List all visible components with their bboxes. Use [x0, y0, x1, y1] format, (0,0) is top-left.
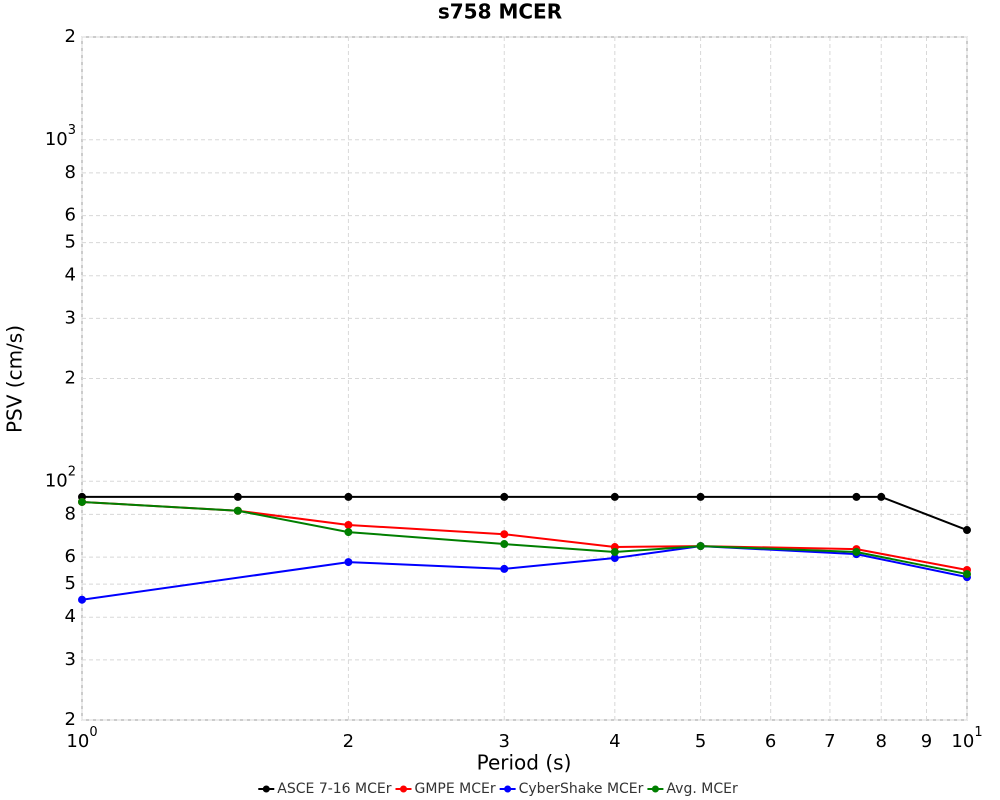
data-point [500, 492, 509, 501]
y-tick-label: 2 [65, 26, 76, 47]
x-tick-label: 100 [66, 725, 97, 753]
legend-item: GMPE MCEr [395, 781, 496, 797]
y-tick-label: 4 [65, 265, 76, 286]
legend-label: ASCE 7-16 MCEr [277, 781, 391, 797]
y-tick-label: 6 [65, 205, 76, 226]
series-line [81, 500, 968, 571]
data-point [610, 492, 619, 501]
x-tick-label: 9 [921, 731, 932, 752]
legend-item: ASCE 7-16 MCEr [258, 781, 392, 797]
y-tick-label: 5 [65, 232, 76, 253]
x-tick-label: 5 [695, 731, 706, 752]
data-point [344, 558, 353, 567]
x-tick-label: 3 [499, 731, 510, 752]
x-tick-label: 101 [951, 725, 982, 753]
data-point [344, 528, 353, 537]
x-tick-label: 2 [343, 731, 354, 752]
data-point [233, 492, 242, 501]
legend-marker [400, 785, 407, 793]
y-tick-label: 8 [65, 162, 76, 183]
data-point [877, 492, 886, 501]
x-tick-label: 6 [765, 731, 776, 752]
data-point [500, 564, 509, 573]
series-line [81, 500, 968, 576]
y-tick-label: 102 [45, 464, 76, 492]
data-point [233, 506, 242, 515]
grid [81, 36, 968, 721]
y-tick-label: 3 [65, 649, 76, 670]
legend-marker [651, 785, 659, 793]
y-axis-label: PSV (cm/s) [3, 325, 27, 433]
x-axis-label: Period (s) [477, 751, 572, 775]
y-tick-label: 5 [65, 573, 76, 594]
y-tick-label: 4 [65, 606, 76, 627]
y-tick-label: 2 [65, 368, 76, 389]
data-point [344, 520, 353, 529]
y-tick-label: 3 [65, 307, 76, 328]
legend-label: Avg. MCEr [666, 781, 738, 797]
legend-label: CyberShake MCEr [519, 781, 644, 797]
y-tick-label: 6 [65, 546, 76, 567]
data-point [852, 547, 861, 556]
legend-marker [262, 785, 270, 793]
data-point [696, 492, 705, 501]
data-point [344, 492, 353, 501]
legend-item: Avg. MCEr [647, 781, 738, 797]
data-point [696, 542, 705, 551]
data-point [78, 497, 86, 506]
data-point [78, 595, 86, 604]
data-point [852, 492, 861, 501]
x-tick-label: 8 [876, 731, 887, 752]
data-point [500, 540, 509, 549]
x-tick-label: 4 [609, 731, 620, 752]
legend-marker [504, 785, 512, 793]
legend: ASCE 7-16 MCEr GMPE MCEr CyberShake MCEr Av… [258, 781, 738, 797]
y-tick-label: 103 [45, 122, 76, 150]
chart-title: s758 MCER [438, 0, 562, 24]
legend-item: CyberShake MCEr [499, 781, 644, 797]
data-point [963, 526, 971, 535]
data-point [500, 530, 509, 539]
data-point [610, 554, 619, 563]
data-point [610, 547, 619, 556]
legend-label: GMPE MCEr [415, 781, 496, 797]
y-tick-label: 2 [65, 709, 76, 730]
x-tick-label: 7 [824, 731, 835, 752]
data-point [963, 570, 971, 579]
y-tick-label: 8 [65, 503, 76, 524]
